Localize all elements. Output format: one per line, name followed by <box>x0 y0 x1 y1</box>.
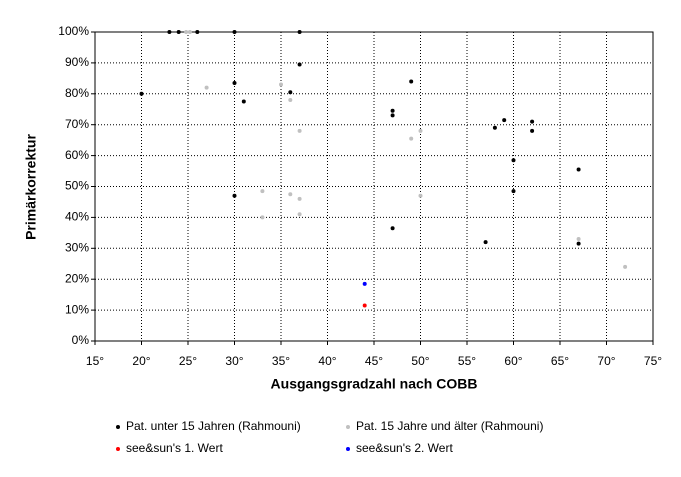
x-axis-title: Ausgangsgradzahl nach COBB <box>271 376 478 392</box>
point <box>297 128 302 133</box>
point <box>187 30 192 34</box>
point <box>288 192 293 197</box>
point <box>297 30 302 34</box>
x-tick-label: 20° <box>132 354 150 368</box>
point <box>279 82 283 87</box>
y-tick-label: 20% <box>65 271 89 285</box>
point <box>260 215 265 220</box>
point <box>390 226 395 231</box>
legend-marker <box>116 447 120 451</box>
x-tick-label: 55° <box>458 354 476 368</box>
legend-label: see&sun's 1. Wert <box>126 441 223 455</box>
y-tick-label: 60% <box>65 148 89 162</box>
point <box>362 303 367 308</box>
point <box>418 193 423 198</box>
x-tick-label: 15° <box>86 354 104 368</box>
x-tick-label: 35° <box>272 354 290 368</box>
y-tick-label: 90% <box>65 55 89 69</box>
point <box>530 119 535 124</box>
point <box>576 241 581 246</box>
point <box>204 85 209 90</box>
point <box>502 118 507 123</box>
y-tick-label: 0% <box>72 333 90 347</box>
point <box>511 189 516 194</box>
point <box>297 62 302 67</box>
x-tick-label: 45° <box>365 354 383 368</box>
x-tick-label: 50° <box>411 354 429 368</box>
x-tick-label: 60° <box>504 354 522 368</box>
point <box>418 128 423 133</box>
point <box>492 125 497 130</box>
y-tick-label: 40% <box>65 210 89 224</box>
point <box>362 281 367 286</box>
point <box>483 240 488 245</box>
point <box>409 136 414 141</box>
point <box>530 128 535 133</box>
legend-marker <box>346 447 350 451</box>
x-tick-label: 70° <box>597 354 615 368</box>
point <box>195 30 200 34</box>
x-tick-label: 25° <box>179 354 197 368</box>
y-tick-label: 80% <box>65 86 89 100</box>
point <box>232 193 237 198</box>
point <box>297 212 302 217</box>
point <box>409 79 414 84</box>
point <box>390 108 395 113</box>
point <box>260 189 265 194</box>
point <box>390 113 395 118</box>
point <box>184 30 189 34</box>
legend-label: Pat. 15 Jahre und älter (Rahmouni) <box>356 419 543 433</box>
point <box>511 158 516 163</box>
point <box>288 90 293 95</box>
legend-marker <box>346 425 350 429</box>
plot-frame <box>94 31 654 342</box>
legend-marker <box>116 425 120 429</box>
legend-label: Pat. unter 15 Jahren (Rahmouni) <box>126 419 301 433</box>
y-tick-label: 50% <box>65 179 89 193</box>
y-tick-label: 100% <box>58 24 89 38</box>
point <box>176 30 181 34</box>
x-tick-label: 75° <box>644 354 662 368</box>
y-axis-title: Primärkorrektur <box>23 134 39 240</box>
point <box>297 196 302 201</box>
point <box>167 30 172 34</box>
x-tick-label: 65° <box>551 354 569 368</box>
point <box>241 99 246 104</box>
point <box>576 237 581 242</box>
y-tick-label: 10% <box>65 302 89 316</box>
x-tick-label: 40° <box>318 354 336 368</box>
point <box>623 264 628 269</box>
y-tick-label: 70% <box>65 117 89 131</box>
legend-label: see&sun's 2. Wert <box>356 441 453 455</box>
point <box>139 91 144 96</box>
y-tick-label: 30% <box>65 240 89 254</box>
x-tick-label: 30° <box>225 354 243 368</box>
point <box>232 30 237 34</box>
point <box>288 97 293 102</box>
point <box>232 80 237 85</box>
point <box>576 167 581 172</box>
